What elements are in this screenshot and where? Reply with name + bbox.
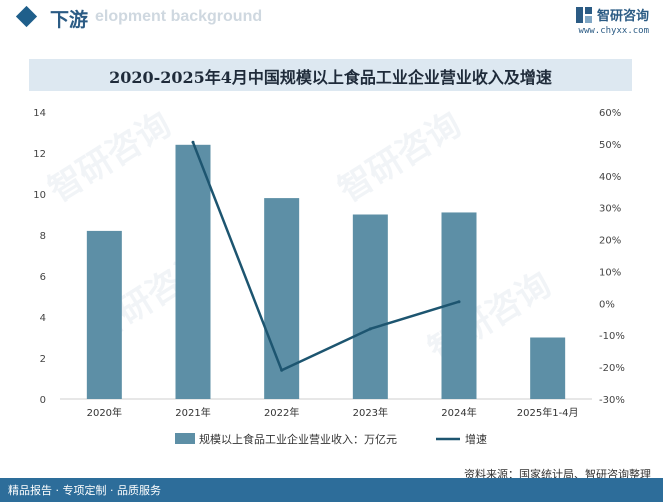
header-ghost-text: elopment background bbox=[95, 8, 263, 25]
x-tick-label: 2025年1-4月 bbox=[517, 406, 579, 419]
section-title: 下游 bbox=[50, 9, 89, 31]
y-left-tick-label: 12 bbox=[33, 149, 46, 160]
x-tick-label: 2023年 bbox=[353, 406, 388, 419]
y-left-tick-label: 6 bbox=[40, 272, 46, 283]
y-axis-left: 0 2 4 6 8 10 12 14 bbox=[33, 108, 592, 406]
y-left-tick-label: 10 bbox=[33, 190, 46, 201]
y-right-tick-label: -30% bbox=[599, 395, 625, 406]
y-right-tick-label: 50% bbox=[599, 140, 621, 151]
y-right-tick-label: 0% bbox=[599, 299, 615, 310]
brand-name: 智研咨询 bbox=[596, 9, 649, 24]
chart-title: 2020-2025年4月中国规模以上食品工业企业营业收入及增速 bbox=[109, 68, 552, 87]
y-right-tick-label: -10% bbox=[599, 331, 625, 342]
brand-url: www.chyxx.com bbox=[578, 26, 649, 36]
footer-bar: 精品报告 · 专项定制 · 品质服务 bbox=[0, 478, 663, 502]
bar-series bbox=[86, 144, 566, 399]
brand-logo-icon bbox=[575, 6, 592, 23]
x-tick-label: 2024年 bbox=[441, 406, 476, 419]
source-note: 资料来源：国家统计局、智研咨询整理 bbox=[464, 468, 651, 481]
legend: 规模以上食品工业企业营业收入：万亿元 增速 bbox=[175, 432, 487, 446]
y-left-tick-label: 8 bbox=[40, 231, 46, 242]
brand-block: 智研咨询 www.chyxx.com bbox=[575, 5, 649, 36]
footer-tagline: 精品报告 · 专项定制 · 品质服务 bbox=[8, 484, 161, 497]
bar bbox=[352, 214, 388, 399]
bar bbox=[86, 230, 122, 399]
growth-point bbox=[457, 300, 461, 304]
line-series bbox=[191, 140, 461, 372]
legend-bar-swatch bbox=[175, 433, 195, 444]
y-right-tick-label: 40% bbox=[599, 172, 621, 183]
y-left-tick-label: 4 bbox=[40, 313, 46, 324]
x-axis-labels: 2020年 2021年 2022年 2023年 2024年 2025年1-4月 bbox=[87, 406, 579, 419]
chart-title-band: 2020-2025年4月中国规模以上食品工业企业营业收入及增速 bbox=[29, 59, 632, 91]
y-right-tick-label: 10% bbox=[599, 267, 621, 278]
y-right-tick-label: -20% bbox=[599, 363, 625, 374]
bar bbox=[175, 144, 211, 399]
bar bbox=[530, 337, 566, 399]
y-right-tick-label: 60% bbox=[599, 108, 621, 119]
y-left-tick-label: 2 bbox=[40, 354, 46, 365]
growth-point bbox=[368, 327, 372, 331]
y-left-tick-label: 14 bbox=[33, 108, 46, 119]
chart: 0 2 4 6 8 10 12 14 -30% -20% -10% 0% 10% 20% 30% 40% 50… bbox=[33, 108, 625, 446]
legend-line-label: 增速 bbox=[465, 432, 487, 446]
page-header: elopment background 下游 智研咨询 www.chyxx.co… bbox=[0, 0, 663, 36]
x-tick-label: 2022年 bbox=[264, 406, 299, 419]
y-right-tick-label: 30% bbox=[599, 204, 621, 215]
growth-point bbox=[191, 140, 195, 144]
growth-point bbox=[280, 368, 284, 372]
x-tick-label: 2020年 bbox=[87, 406, 122, 419]
y-axis-right: -30% -20% -10% 0% 10% 20% 30% 40% 50% 60% bbox=[599, 108, 625, 406]
growth-line bbox=[191, 141, 460, 372]
legend-bar-label: 规模以上食品工业企业营业收入：万亿元 bbox=[199, 432, 397, 446]
x-tick-label: 2021年 bbox=[175, 406, 210, 419]
y-left-tick-label: 0 bbox=[40, 395, 46, 406]
y-right-tick-label: 20% bbox=[599, 236, 621, 247]
